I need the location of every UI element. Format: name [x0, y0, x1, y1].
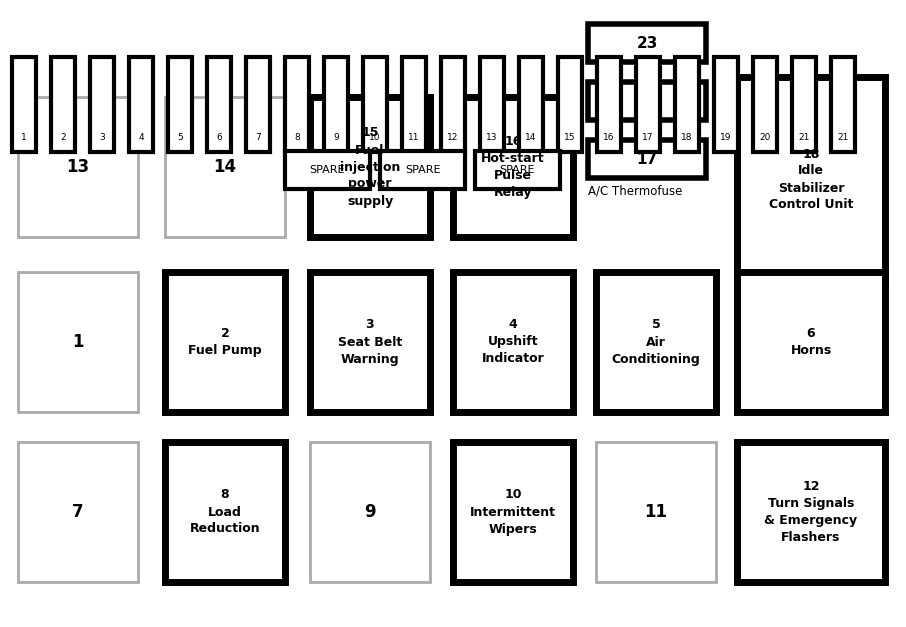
Bar — [310, 97, 430, 237]
Text: 17: 17 — [636, 152, 658, 167]
Bar — [831, 57, 855, 152]
Text: 8: 8 — [294, 133, 300, 142]
Bar — [168, 57, 192, 152]
Text: 16
Hot-start
Pulse
Relay: 16 Hot-start Pulse Relay — [481, 135, 545, 199]
Bar — [165, 97, 285, 237]
Text: 1: 1 — [72, 333, 83, 351]
Text: 7: 7 — [255, 133, 261, 142]
Bar — [285, 151, 370, 189]
Text: A/C Thermofuse: A/C Thermofuse — [588, 185, 682, 198]
Bar — [18, 97, 138, 237]
Text: 18
Idle
Stabilizer
Control Unit: 18 Idle Stabilizer Control Unit — [769, 147, 853, 211]
Bar — [475, 151, 560, 189]
Bar — [737, 77, 885, 282]
Text: 10: 10 — [370, 133, 381, 142]
Bar — [453, 97, 573, 237]
Text: 2
Fuel Pump: 2 Fuel Pump — [188, 327, 262, 357]
Text: 3
Seat Belt
Warning: 3 Seat Belt Warning — [338, 319, 402, 366]
Bar — [310, 272, 430, 412]
Text: 20: 20 — [759, 133, 771, 142]
Text: 19: 19 — [720, 133, 732, 142]
Bar — [18, 272, 138, 412]
Text: 13: 13 — [487, 133, 497, 142]
Text: 15
Fuel
injection
power
supply: 15 Fuel injection power supply — [340, 127, 400, 208]
Text: 18: 18 — [681, 133, 693, 142]
Text: 12
Turn Signals
& Emergency
Flashers: 12 Turn Signals & Emergency Flashers — [765, 480, 858, 544]
Text: 9: 9 — [364, 503, 376, 521]
Text: 4: 4 — [139, 133, 144, 142]
Text: 9: 9 — [333, 133, 339, 142]
Bar — [453, 272, 573, 412]
Text: 11: 11 — [644, 503, 668, 521]
Text: 6
Horns: 6 Horns — [790, 327, 832, 357]
Bar — [453, 442, 573, 582]
Text: 6: 6 — [217, 133, 222, 142]
Bar — [165, 272, 285, 412]
Bar — [12, 57, 36, 152]
Bar — [675, 57, 699, 152]
Text: 23: 23 — [636, 36, 658, 51]
Text: 3: 3 — [99, 133, 105, 142]
Text: 4
Upshift
Indicator: 4 Upshift Indicator — [482, 319, 545, 366]
Bar — [441, 57, 465, 152]
Text: 5: 5 — [178, 133, 183, 142]
Text: 2: 2 — [60, 133, 66, 142]
Bar — [402, 57, 426, 152]
Text: 8
Load
Reduction: 8 Load Reduction — [189, 488, 260, 535]
Bar — [588, 82, 706, 120]
Text: SPARE: SPARE — [310, 165, 345, 175]
Text: 16: 16 — [603, 133, 615, 142]
Bar — [90, 57, 114, 152]
Bar — [363, 57, 387, 152]
Bar — [18, 442, 138, 582]
Bar — [753, 57, 777, 152]
Text: 15: 15 — [564, 133, 575, 142]
Text: 14: 14 — [214, 158, 236, 176]
Text: SPARE: SPARE — [500, 165, 535, 175]
Text: 10
Intermittent
Wipers: 10 Intermittent Wipers — [470, 488, 556, 535]
Text: 7: 7 — [72, 503, 84, 521]
Text: 21: 21 — [837, 133, 849, 142]
Bar — [596, 272, 716, 412]
Bar — [207, 57, 231, 152]
Bar — [737, 442, 885, 582]
Text: 13: 13 — [66, 158, 90, 176]
Text: 14: 14 — [525, 133, 536, 142]
Text: 17: 17 — [642, 133, 654, 142]
Bar — [480, 57, 504, 152]
Text: 21: 21 — [798, 133, 810, 142]
Bar — [165, 442, 285, 582]
Bar — [792, 57, 816, 152]
Bar — [285, 57, 309, 152]
Bar — [588, 24, 706, 62]
Text: 5
Air
Conditioning: 5 Air Conditioning — [612, 319, 700, 366]
Text: 12: 12 — [448, 133, 458, 142]
Text: 1: 1 — [21, 133, 27, 142]
Bar — [246, 57, 270, 152]
Bar — [519, 57, 543, 152]
Bar — [597, 57, 621, 152]
Bar — [129, 57, 153, 152]
Bar — [636, 57, 660, 152]
Bar — [714, 57, 738, 152]
Bar — [558, 57, 582, 152]
Text: SPARE: SPARE — [405, 165, 440, 175]
Bar — [380, 151, 465, 189]
Bar — [51, 57, 75, 152]
Bar — [324, 57, 348, 152]
Bar — [596, 442, 716, 582]
Bar — [310, 442, 430, 582]
Bar — [737, 272, 885, 412]
Text: 11: 11 — [409, 133, 419, 142]
Bar — [588, 140, 706, 178]
